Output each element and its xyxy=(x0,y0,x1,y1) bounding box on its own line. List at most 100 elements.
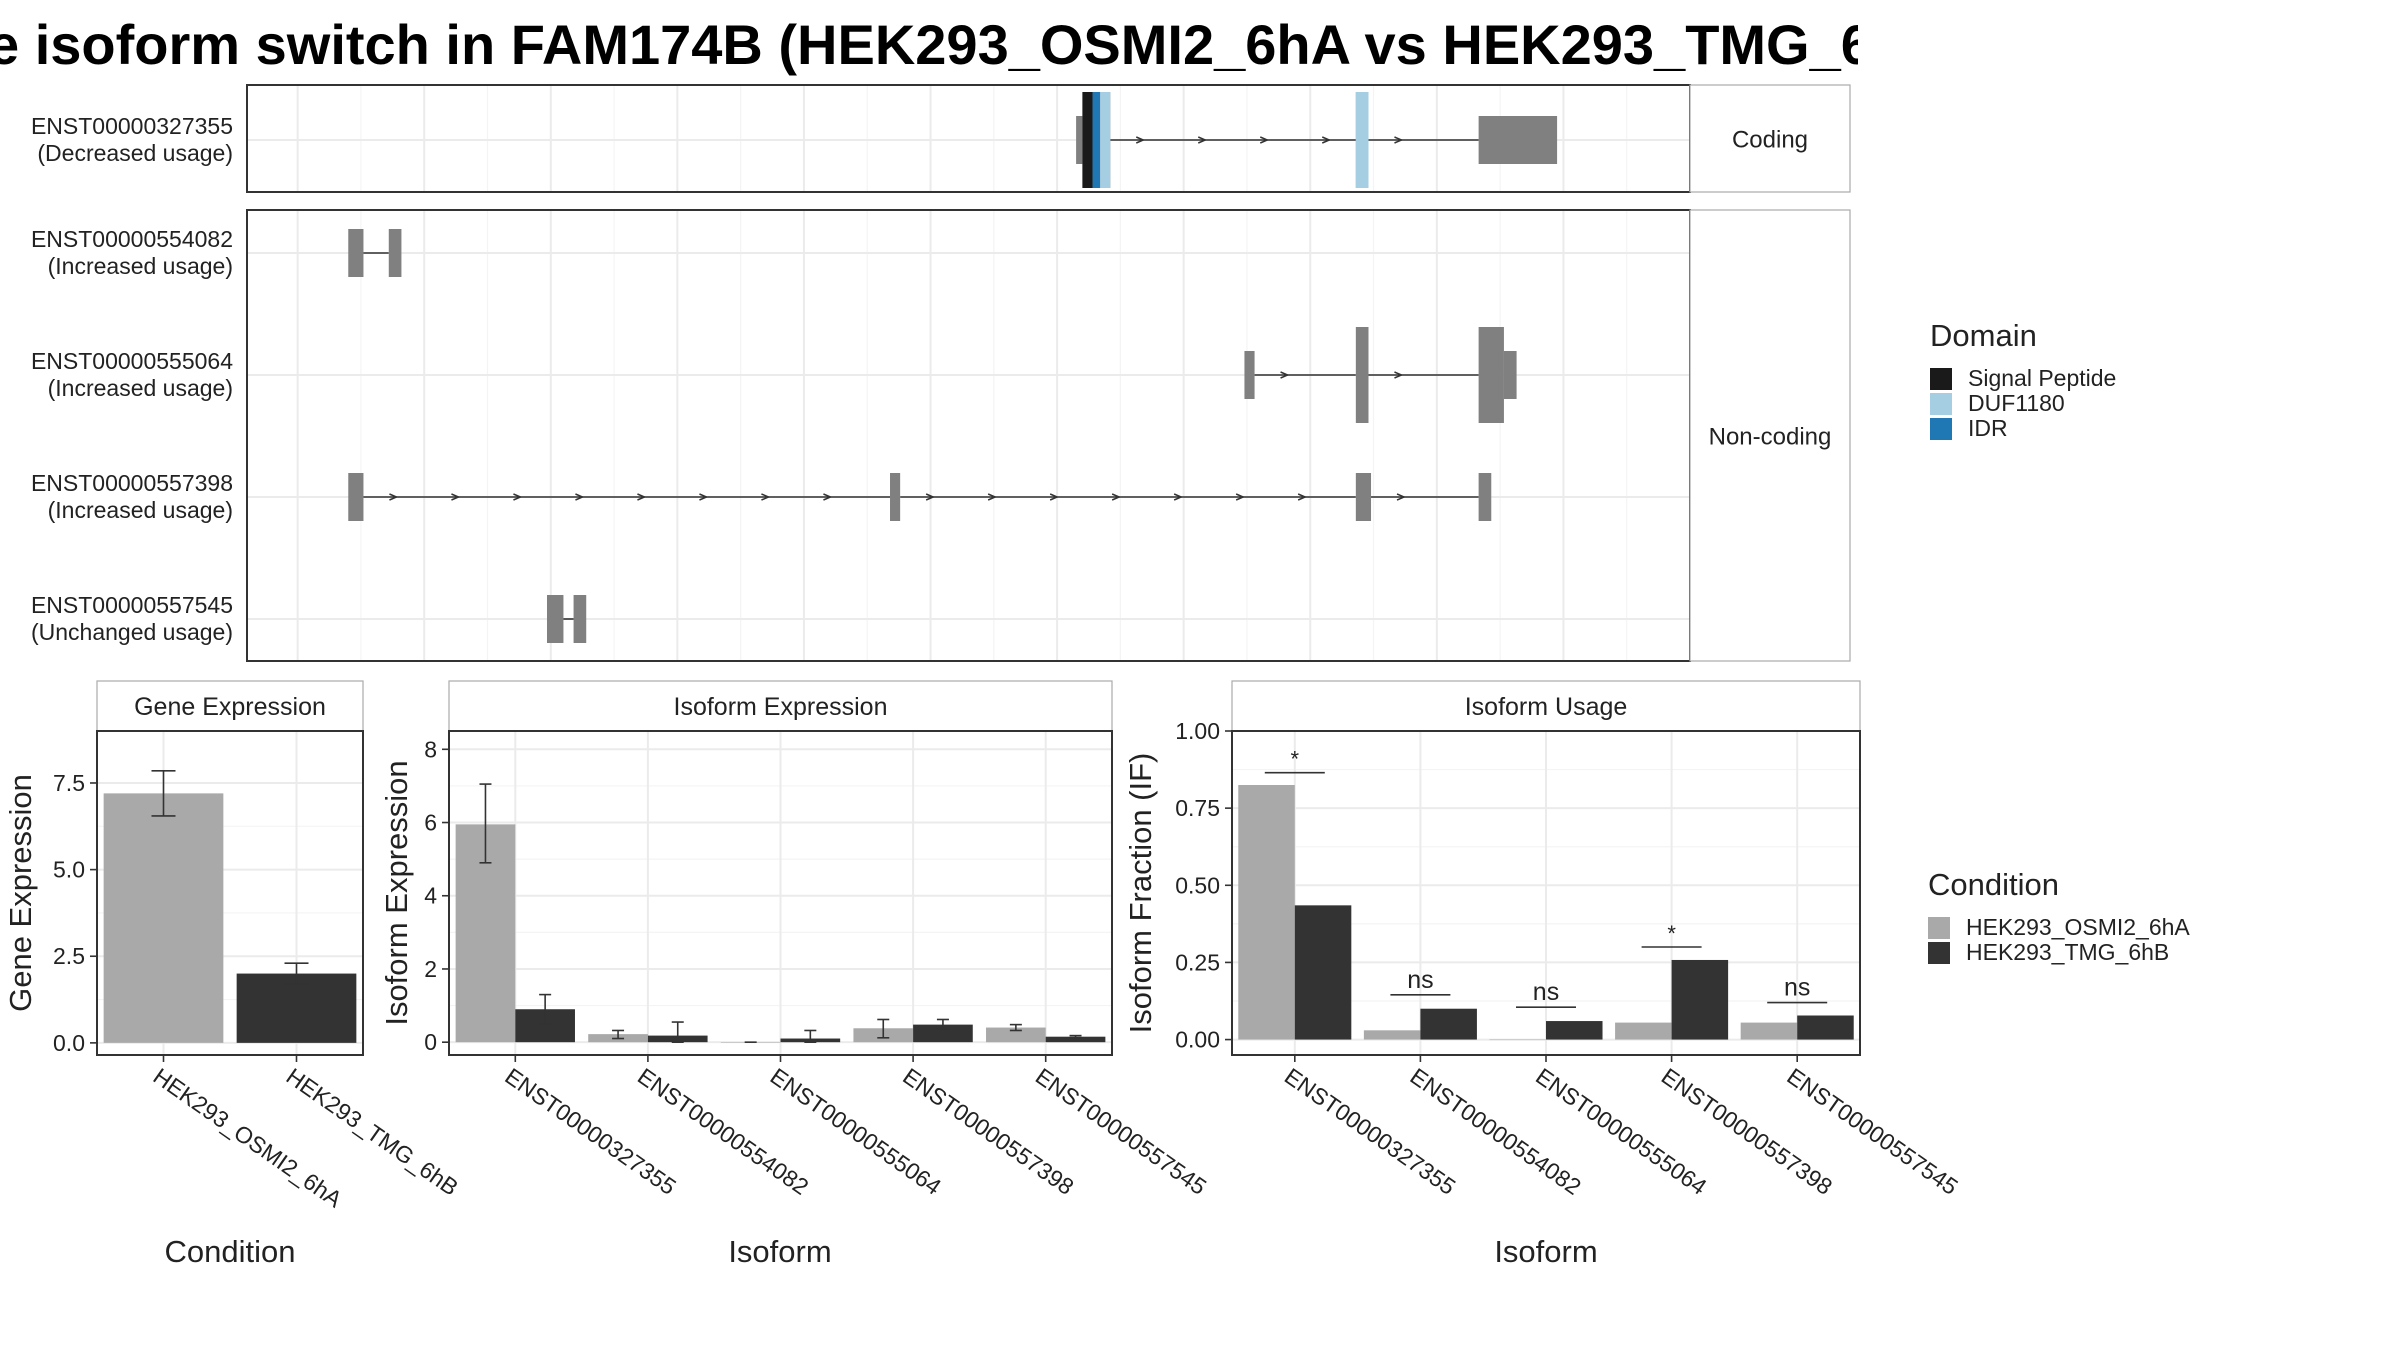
bar xyxy=(236,973,357,1043)
legend-key xyxy=(1928,917,1950,939)
y-tick-label: 0.00 xyxy=(1175,1027,1220,1053)
y-tick-label: 0.0 xyxy=(53,1030,85,1056)
bar xyxy=(1238,785,1295,1040)
transcript-id-label: ENST00000557545 xyxy=(31,592,233,618)
intron-arrow xyxy=(1235,493,1246,501)
bar xyxy=(986,1027,1046,1043)
panel-strip-title: Isoform Expression xyxy=(674,693,888,721)
x-axis-title: Condition xyxy=(165,1234,296,1269)
bar xyxy=(1671,959,1729,1040)
significance-label: ns xyxy=(1407,966,1433,994)
intron-arrow xyxy=(1321,136,1332,144)
panel-strip-title: Isoform Usage xyxy=(1465,693,1628,721)
exon xyxy=(1478,327,1504,423)
legend-key xyxy=(1930,368,1952,390)
exon xyxy=(573,595,587,643)
intron-arrow xyxy=(575,493,585,501)
transcript-ENST00000554082: ENST00000554082(Increased usage) xyxy=(31,226,402,279)
intron-arrow xyxy=(451,493,461,501)
y-axis-title: Isoform Fraction (IF) xyxy=(1123,753,1158,1034)
y-axis-title: Gene Expression xyxy=(3,774,38,1012)
legend-key xyxy=(1930,393,1952,415)
legend-title: Domain xyxy=(1930,318,2037,353)
intron-arrow xyxy=(1394,371,1404,379)
panel-isoform-usage: Isoform Usage * ns ns * ns 0.00 0.25 0.50 0.75 1.0… xyxy=(1123,680,1963,1269)
bar xyxy=(1045,1036,1106,1043)
y-tick-label: 5.0 xyxy=(53,857,85,883)
gene-panel-coding: Coding xyxy=(246,84,1851,193)
domain-duf1180 xyxy=(1355,92,1369,188)
intron-arrow xyxy=(761,493,771,501)
exon xyxy=(348,229,364,277)
transcript-usage-label: (Increased usage) xyxy=(48,253,233,279)
legend-key xyxy=(1928,942,1950,964)
y-tick-label: 6 xyxy=(424,810,437,836)
facet-strip-label: Coding xyxy=(1732,127,1808,154)
gene-panel-border xyxy=(246,209,1691,662)
y-tick-label: 2 xyxy=(424,956,437,982)
y-tick-label: 0.50 xyxy=(1175,872,1220,898)
bar xyxy=(1489,1039,1546,1041)
intron-arrow xyxy=(637,493,647,501)
x-axis-title: Isoform xyxy=(1494,1234,1597,1269)
intron-arrow xyxy=(925,493,936,501)
exon xyxy=(388,229,402,277)
intron-arrow xyxy=(513,493,523,501)
exon xyxy=(546,595,564,643)
y-tick-label: 8 xyxy=(424,736,437,762)
exon xyxy=(1358,327,1368,423)
intron-arrow xyxy=(699,493,709,501)
transcript-id-label: ENST00000554082 xyxy=(31,226,233,252)
bar xyxy=(1546,1021,1603,1040)
legend-label: HEK293_TMG_6hB xyxy=(1966,939,2169,965)
transcript-usage-label: (Unchanged usage) xyxy=(31,619,233,645)
legend-label: Signal Peptide xyxy=(1968,365,2116,391)
y-tick-label: 0 xyxy=(424,1029,437,1055)
significance-label: * xyxy=(1291,747,1300,772)
transcript-ENST00000557545: ENST00000557545(Unchanged usage) xyxy=(31,592,587,645)
transcript-id-label: ENST00000327355 xyxy=(31,113,233,139)
legend-key xyxy=(1930,418,1952,440)
significance-label: * xyxy=(1667,921,1676,946)
intron-arrow xyxy=(1280,371,1290,379)
panel-strip-title: Gene Expression xyxy=(134,693,326,721)
gene-panel-non-coding: Non-coding xyxy=(246,209,1851,662)
chart-title: e isoform switch in FAM174B (HEK293_OSMI… xyxy=(0,13,1858,76)
exon xyxy=(1478,116,1558,164)
bar xyxy=(1615,1022,1672,1040)
intron-arrow xyxy=(1297,493,1308,501)
y-tick-label: 1.00 xyxy=(1175,718,1220,744)
bar xyxy=(1363,1030,1421,1040)
exon xyxy=(348,473,364,521)
legend-label: DUF1180 xyxy=(1968,390,2065,416)
y-tick-label: 2.5 xyxy=(53,943,85,969)
panel-isoform-expression: Isoform Expression02468ENST00000327355EN… xyxy=(379,680,1211,1269)
y-tick-label: 0.25 xyxy=(1175,949,1220,975)
transcript-id-label: ENST00000557398 xyxy=(31,470,233,496)
intron-arrow xyxy=(823,493,833,501)
domain-signal-peptide xyxy=(1082,92,1093,188)
y-axis-title: Isoform Expression xyxy=(379,760,414,1025)
intron-arrow xyxy=(1259,136,1270,144)
intron-arrow xyxy=(987,493,998,501)
bar xyxy=(1420,1008,1477,1040)
y-tick-label: 0.75 xyxy=(1175,795,1220,821)
transcript-usage-label: (Increased usage) xyxy=(48,497,233,523)
panel-strip xyxy=(96,680,364,732)
exon xyxy=(1478,473,1492,521)
exon xyxy=(1076,116,1083,164)
intron-arrow xyxy=(1135,136,1146,144)
intron-arrow xyxy=(1049,493,1060,501)
intron-arrow xyxy=(1197,136,1208,144)
significance-label: ns xyxy=(1784,974,1810,1002)
facet-strip xyxy=(1689,209,1851,662)
exon xyxy=(1355,473,1372,521)
intron-arrow xyxy=(1394,136,1404,144)
intron-arrow xyxy=(1173,493,1184,501)
bar xyxy=(103,793,224,1043)
exon xyxy=(1244,351,1255,399)
bar xyxy=(1294,905,1352,1040)
